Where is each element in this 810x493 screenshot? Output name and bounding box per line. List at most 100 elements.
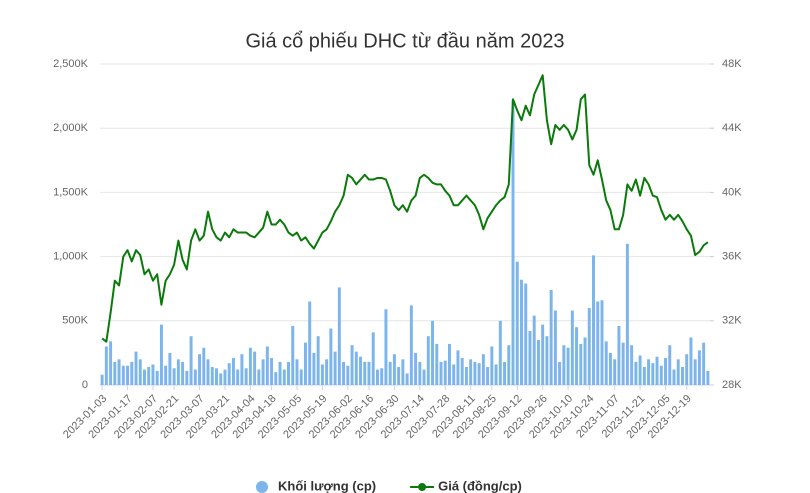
bar	[570, 310, 574, 385]
bar	[604, 341, 608, 385]
bar	[528, 331, 532, 385]
bar	[541, 324, 545, 385]
bar	[452, 364, 456, 385]
bar	[613, 359, 617, 385]
bar	[126, 365, 130, 385]
bar	[185, 370, 189, 385]
bar	[380, 368, 384, 385]
bar	[295, 359, 299, 385]
bar	[435, 343, 439, 385]
bar	[371, 332, 375, 385]
bar	[392, 354, 396, 385]
bar	[575, 327, 579, 385]
bar	[155, 370, 159, 385]
bar	[206, 359, 210, 385]
bar	[316, 336, 320, 385]
chart-title: Giá cổ phiếu DHC từ đầu năm 2023	[245, 30, 564, 52]
bar	[668, 345, 672, 385]
bar	[138, 359, 142, 385]
bar	[147, 367, 151, 385]
bar	[337, 287, 341, 385]
bar	[676, 359, 680, 385]
bar	[193, 369, 197, 385]
bar	[261, 359, 265, 385]
bar	[680, 367, 684, 385]
bar	[287, 361, 290, 385]
bar	[583, 337, 587, 385]
bar	[130, 361, 134, 385]
legend-marker	[418, 483, 427, 491]
bar	[562, 345, 566, 385]
bar	[460, 358, 464, 385]
bar	[553, 310, 557, 385]
bar	[202, 347, 206, 385]
y-tick-label: 1,500K	[53, 186, 89, 198]
bar	[168, 352, 172, 385]
bar	[481, 354, 485, 385]
bar	[464, 367, 468, 385]
bar	[689, 337, 693, 385]
bar	[498, 320, 502, 385]
bar	[456, 350, 460, 385]
legend-label: Khối lượng (cp)	[278, 478, 376, 493]
bar	[431, 320, 435, 385]
bar	[566, 347, 570, 385]
y-tick-label: 1,000K	[53, 251, 89, 263]
bar	[697, 350, 701, 385]
bar	[231, 358, 235, 385]
bar	[685, 354, 689, 385]
bar	[342, 361, 346, 385]
y2-tick-label: 48K	[722, 58, 742, 70]
y2-tick-label: 28K	[722, 379, 742, 391]
bar	[549, 289, 553, 385]
bar	[117, 359, 121, 385]
bar	[312, 352, 316, 385]
bar	[592, 255, 595, 385]
bar	[469, 359, 473, 385]
bar	[270, 358, 274, 385]
bar	[227, 363, 231, 385]
bar	[134, 351, 138, 385]
bar	[596, 301, 600, 385]
bar	[282, 369, 286, 385]
bar	[617, 325, 621, 385]
bar	[642, 367, 646, 385]
bar	[121, 365, 125, 385]
bar	[388, 361, 392, 385]
bar	[439, 361, 443, 385]
bar	[397, 367, 401, 385]
bar	[299, 369, 303, 385]
y-tick-label: 0	[82, 379, 88, 391]
bar	[303, 342, 307, 385]
bar	[253, 351, 257, 385]
bar	[659, 365, 663, 385]
bar	[494, 364, 498, 385]
bar	[244, 368, 248, 385]
bar	[359, 356, 363, 385]
bar	[113, 361, 117, 385]
bar	[536, 340, 540, 385]
bar	[151, 364, 155, 385]
bar	[223, 369, 227, 385]
bar	[515, 261, 519, 385]
bar	[274, 372, 278, 385]
bar	[100, 374, 104, 385]
bar	[405, 373, 409, 385]
bar	[291, 325, 295, 385]
bar	[490, 346, 494, 385]
bar	[545, 336, 549, 385]
bar	[367, 361, 371, 385]
bar	[507, 345, 511, 385]
bar	[278, 361, 282, 385]
bar	[621, 342, 625, 385]
bar	[422, 369, 426, 385]
bar	[215, 368, 218, 385]
bar	[587, 307, 591, 385]
bar	[236, 369, 240, 385]
y2-tick-label: 32K	[722, 315, 742, 327]
bar	[210, 367, 214, 385]
bar	[189, 336, 193, 385]
bar	[401, 359, 405, 385]
bar	[333, 351, 337, 385]
